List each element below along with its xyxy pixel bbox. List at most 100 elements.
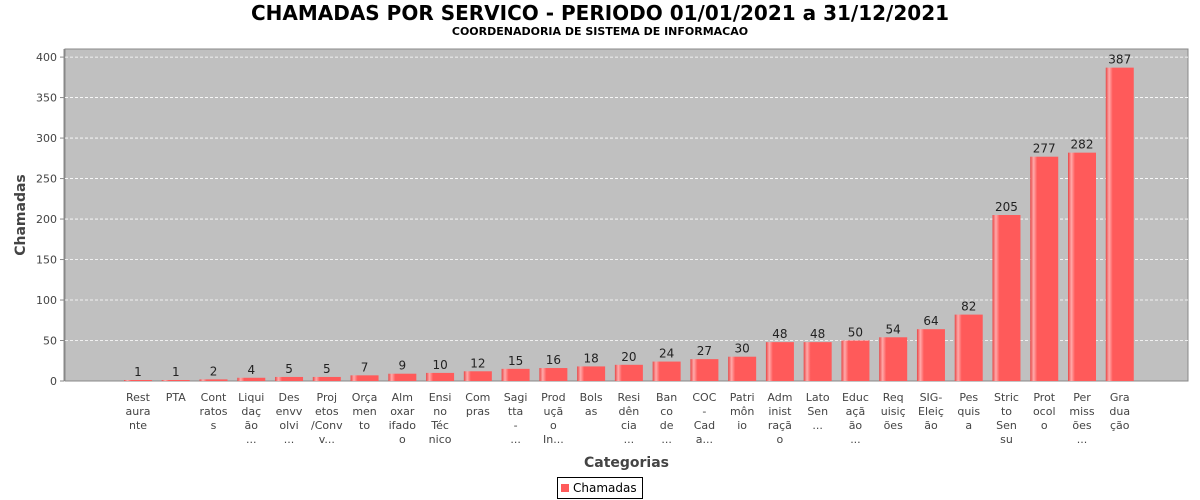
y-axis: 0 50 100 150 200 250 300 350 400	[36, 49, 65, 388]
x-tick-label: Liqui daç ão...	[238, 391, 264, 446]
y-tick-label: 400	[36, 51, 57, 64]
bar	[879, 337, 908, 381]
bar	[275, 376, 304, 381]
data-label: 7	[361, 360, 369, 374]
bar	[803, 342, 832, 381]
bar	[954, 314, 983, 381]
x-tick-label: Des envv olvi...	[276, 391, 303, 446]
data-label: 82	[961, 300, 976, 314]
bar	[841, 340, 870, 381]
data-label: 5	[285, 362, 293, 376]
bar	[501, 368, 530, 381]
data-label: 50	[848, 326, 863, 340]
bar	[237, 377, 266, 381]
bar	[1030, 156, 1059, 381]
y-tick-label: 50	[43, 335, 57, 348]
data-label: 16	[546, 353, 561, 367]
data-label: 12	[470, 356, 485, 370]
legend: Chamadas	[557, 477, 643, 499]
data-label: 48	[772, 327, 787, 341]
bar	[765, 342, 794, 381]
data-label: 15	[508, 354, 523, 368]
x-tick-label: Pes quis a	[957, 391, 980, 432]
bar	[426, 372, 455, 381]
x-tick-label: COC -Cad a...	[692, 391, 716, 446]
bar	[388, 373, 417, 381]
y-tick-label: 250	[36, 173, 57, 186]
x-tick-label: Prot ocol o	[1033, 391, 1056, 432]
data-label: 282	[1071, 138, 1094, 152]
x-tick-label: Stric to Sen su	[994, 391, 1019, 446]
bar	[161, 380, 190, 381]
bar	[614, 364, 643, 381]
x-tick-label: Com pras	[465, 391, 490, 418]
data-label: 48	[810, 327, 825, 341]
x-tick-label: Ban co de...	[656, 391, 677, 446]
bar	[577, 366, 606, 381]
data-label: 387	[1108, 53, 1131, 67]
x-tick-label: Gra dua ção	[1109, 391, 1130, 432]
data-label: 5	[323, 362, 331, 376]
data-label: 20	[621, 350, 636, 364]
bar	[1068, 152, 1096, 381]
chart-subtitle: COORDENADORIA DE SISTEMA DE INFORMACAO	[451, 25, 749, 38]
x-tick-label: Prod uçã o In...	[541, 391, 565, 446]
data-label: 2	[210, 364, 218, 378]
bar	[652, 361, 681, 381]
data-label: 30	[735, 342, 750, 356]
chart-title: CHAMADAS POR SERVICO - PERIODO 01/01/202…	[250, 1, 950, 25]
x-tick-label: Ensi no Téc nico	[429, 391, 452, 446]
y-tick-label: 150	[36, 254, 57, 267]
data-label: 18	[583, 351, 598, 365]
bar	[350, 375, 379, 381]
legend-swatch	[561, 484, 569, 492]
bar	[463, 371, 492, 381]
data-label: 10	[432, 358, 447, 372]
x-tick-label: Cont ratos s	[199, 391, 227, 432]
data-label: 1	[134, 365, 142, 379]
bar	[199, 379, 228, 381]
data-label: 205	[995, 200, 1018, 214]
x-tick-label: PTA	[166, 391, 186, 404]
x-tick-label: Proj etos/Conv v...	[311, 391, 343, 446]
data-label: 4	[247, 363, 255, 377]
data-label: 27	[697, 344, 712, 358]
legend-label: Chamadas	[573, 481, 637, 495]
bar	[992, 215, 1021, 381]
x-axis-label: Categorias	[584, 455, 669, 471]
x-tick-label: Rest aura nte	[126, 391, 151, 432]
bar	[312, 376, 341, 381]
bar	[1105, 67, 1134, 381]
x-tick-label: Educ açã ão...	[842, 391, 869, 446]
y-axis-label: Chamadas	[13, 174, 29, 256]
x-tick-label: Patri môn io	[730, 391, 755, 432]
x-axis: Rest aura nte PTA Cont ratos s Liqui daç ão ... Des…	[126, 391, 1131, 446]
bar	[124, 380, 152, 381]
x-tick-label: Sagi tta -...	[504, 391, 528, 446]
x-tick-label: Resi dên cia...	[618, 391, 641, 446]
data-label: 24	[659, 347, 674, 361]
x-tick-label: Adm inist raçã o	[767, 391, 792, 446]
x-tick-label: Bols as	[580, 391, 603, 418]
data-label: 64	[923, 314, 938, 328]
y-tick-label: 300	[36, 132, 57, 145]
x-tick-label: Per miss ões...	[1069, 391, 1095, 446]
bar	[690, 359, 719, 381]
y-tick-label: 100	[36, 294, 57, 307]
x-tick-label: Lato Sen...	[806, 391, 830, 432]
y-tick-label: 350	[36, 92, 57, 105]
data-label: 54	[886, 322, 901, 336]
bar	[728, 356, 757, 381]
bar	[539, 368, 568, 381]
x-tick-label: Req uisiç ões	[881, 391, 906, 432]
y-tick-label: 0	[50, 375, 57, 388]
y-tick-label: 200	[36, 213, 57, 226]
bar	[916, 329, 945, 381]
data-label: 277	[1033, 142, 1056, 156]
x-tick-label: Alm oxar ifado o	[389, 391, 417, 446]
data-label: 9	[398, 359, 406, 373]
x-tick-label: SIG-Eleiç ão	[918, 391, 944, 432]
data-label: 1	[172, 365, 180, 379]
